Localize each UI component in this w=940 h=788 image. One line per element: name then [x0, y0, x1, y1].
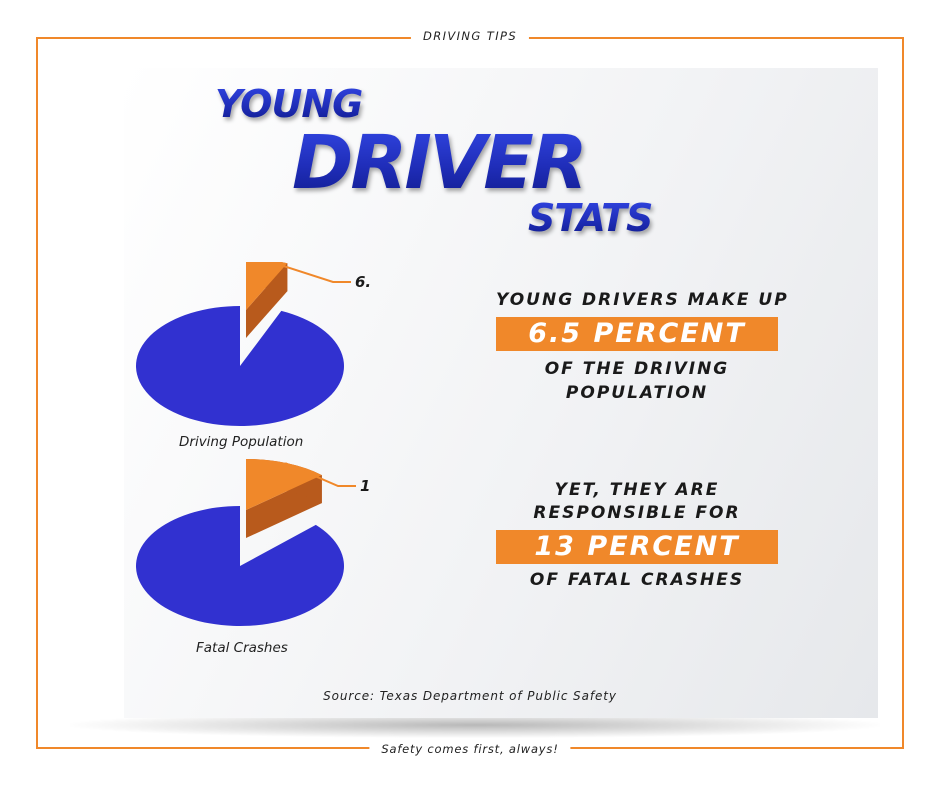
fact1-before-line1: YOUNG DRIVERS MAKE UP: [496, 290, 789, 310]
pie-slice-rest-driving-population: [135, 306, 344, 426]
fact1-after-line2: POPULATION: [565, 383, 709, 403]
header-label: DRIVING TIPS: [410, 29, 530, 43]
pie-driving-population: 6.5%: [135, 262, 370, 426]
pie-leader-line-driving-population: [267, 262, 351, 283]
fact1-after-line1: OF THE DRIVING: [544, 359, 730, 379]
fact1-highlight: 6.5 PERCENT: [496, 317, 778, 351]
fact2-before-line2: RESPONSIBLE FOR: [533, 503, 741, 523]
pie-caption-fatal-crashes: Fatal Crashes: [196, 640, 288, 656]
title-driver: DRIVER: [292, 120, 588, 206]
fact2-after-line1: OF FATAL CRASHES: [529, 570, 745, 590]
pie-value-label-driving-population: 6.5%: [355, 273, 370, 291]
source-note: Source: Texas Department of Public Safet…: [323, 689, 617, 703]
pie-fatal-crashes: 13%: [135, 459, 370, 626]
title-stats: STATS: [528, 196, 653, 240]
pie-slice-rest-fatal-crashes: [135, 506, 344, 626]
pie-caption-driving-population: Driving Population: [179, 434, 304, 450]
footer-label: Safety comes first, always!: [369, 742, 571, 756]
pie-charts: 6.5% 13%: [135, 262, 370, 626]
pie-value-label-fatal-crashes: 13%: [360, 477, 370, 495]
pie-slice-highlight-driving-population: [246, 262, 288, 310]
title-young: YOUNG: [215, 82, 363, 126]
fact2-highlight: 13 PERCENT: [496, 530, 778, 564]
fact2-before-line1: YET, THEY ARE: [554, 480, 720, 500]
pie-leader-line-fatal-crashes: [284, 462, 356, 487]
